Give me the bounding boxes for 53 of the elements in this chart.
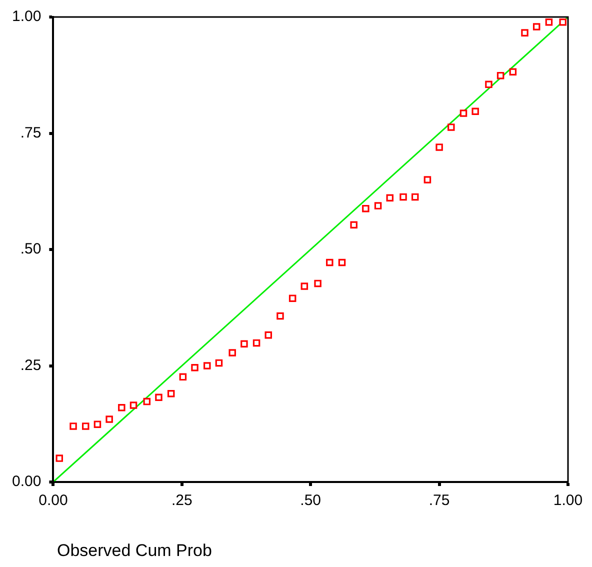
point <box>326 258 334 266</box>
y-tick-label: 0.00 <box>12 473 42 490</box>
point <box>472 108 479 116</box>
point <box>509 68 517 76</box>
point <box>460 110 468 117</box>
point <box>228 349 236 356</box>
y-tick-label: .75 <box>20 124 42 142</box>
point <box>350 221 358 228</box>
point <box>264 331 272 339</box>
x-tick-label: .50 <box>300 492 322 510</box>
point <box>203 362 211 370</box>
point <box>118 404 126 412</box>
point <box>386 194 394 202</box>
point <box>167 390 175 398</box>
y-tick-label: .50 <box>20 240 42 258</box>
point <box>521 29 528 36</box>
point <box>424 176 432 184</box>
point <box>314 280 322 288</box>
point <box>400 193 407 201</box>
point <box>276 312 284 320</box>
point <box>130 402 138 409</box>
point <box>496 72 504 80</box>
x-tick-label: .25 <box>171 492 192 510</box>
point <box>559 18 566 26</box>
point <box>155 394 162 401</box>
point <box>338 258 346 266</box>
point <box>215 359 223 367</box>
point <box>191 364 198 372</box>
x-tick-label: 1.00 <box>553 492 583 510</box>
point <box>143 398 151 406</box>
point <box>94 420 102 428</box>
point <box>82 422 90 430</box>
point <box>532 23 540 30</box>
point <box>448 124 455 131</box>
x-axis-title: Observed Cum Prob <box>57 541 212 561</box>
point <box>70 422 77 430</box>
point <box>545 18 553 26</box>
point <box>436 144 443 151</box>
point <box>252 339 260 347</box>
y-tick-label: .25 <box>20 356 42 374</box>
x-tick-label: 0.00 <box>38 492 68 510</box>
point <box>179 373 187 381</box>
point <box>374 202 382 210</box>
point <box>362 204 370 212</box>
point <box>240 340 248 348</box>
x-tick-label: .75 <box>428 492 450 510</box>
y-tick-label: 1.00 <box>12 8 42 26</box>
point <box>411 193 419 201</box>
point <box>288 294 296 302</box>
point <box>106 416 113 423</box>
point <box>485 80 492 88</box>
point <box>56 454 63 462</box>
point <box>300 282 308 290</box>
